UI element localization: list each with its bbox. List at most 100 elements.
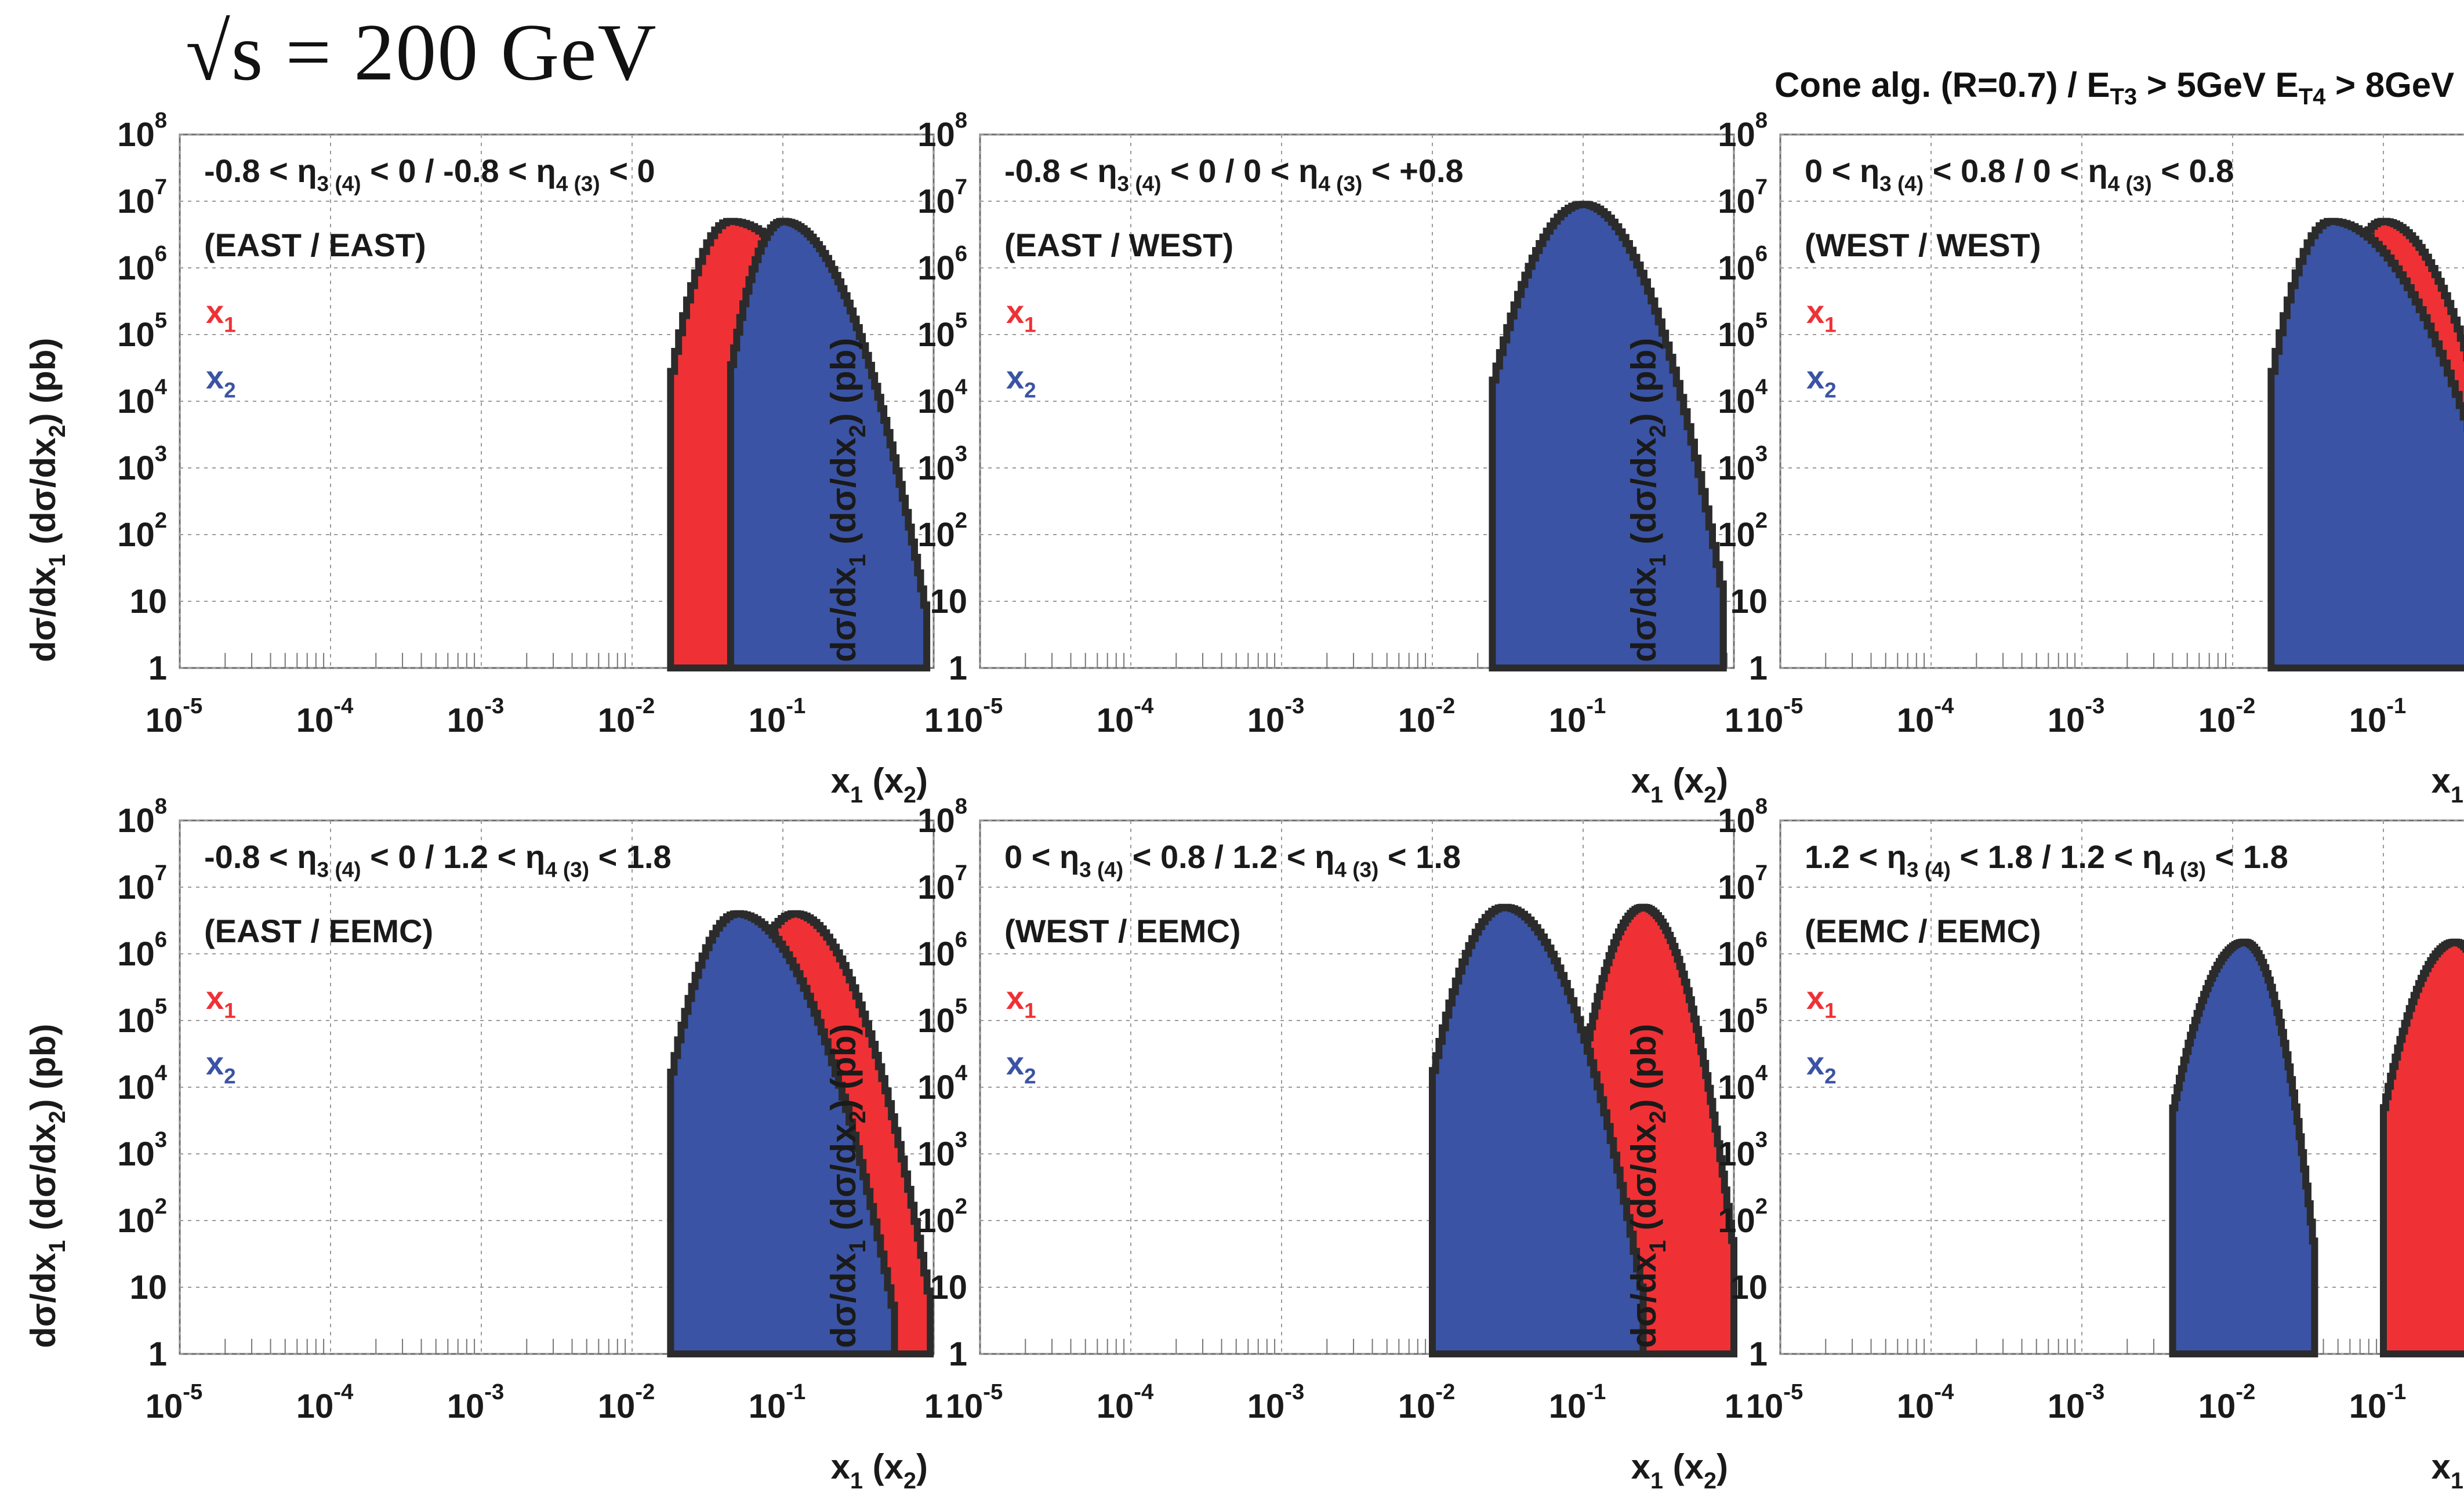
y-axis-title: dσ/dx1 (dσ/dx2) (pb) xyxy=(24,338,70,662)
y-tick-label: 107 xyxy=(1718,175,1768,220)
y-tick-label: 103 xyxy=(917,1127,967,1173)
y-tick-label: 107 xyxy=(917,860,967,906)
y-tick-label: 102 xyxy=(917,1194,967,1240)
x-tick-label: 10-5 xyxy=(1746,693,1803,739)
chart-panel-east-eemc: 1 10 102 103 104 105 106 107 108 10-5 10-4 10-3 10-2… xyxy=(24,794,943,1494)
et3-label: E xyxy=(2086,66,2110,104)
cut-label: -0.8 < η3 (4) < 0 / -0.8 < η4 (3) < 0 xyxy=(204,152,655,196)
y-tick-label: 106 xyxy=(917,927,967,973)
y-tick-label: 104 xyxy=(1718,1061,1768,1106)
energy-title-text: √s = 200 GeV xyxy=(186,8,658,97)
y-tick-label: 1 xyxy=(949,1335,967,1373)
x-tick-label: 10-3 xyxy=(2048,1379,2105,1425)
et4-sub: T4 xyxy=(2298,84,2326,110)
y-tick-label: 102 xyxy=(1718,1194,1768,1240)
x-tick-label: 10-3 xyxy=(447,693,505,739)
x-tick-label: 10-2 xyxy=(1398,693,1456,739)
y-tick-label: 1 xyxy=(148,649,167,687)
cut-label: 0 < η3 (4) < 0.8 / 1.2 < η4 (3) < 1.8 xyxy=(1004,838,1461,882)
x-tick-label: 10-1 xyxy=(1549,693,1606,739)
et3-cut: > 5GeV xyxy=(2137,66,2276,104)
y-tick-label: 103 xyxy=(117,1127,167,1173)
et4-cut: > 8GeV xyxy=(2325,66,2455,104)
x-tick-label: 10-3 xyxy=(1247,1379,1305,1425)
y-axis-title: dσ/dx1 (dσ/dx2) (pb) xyxy=(824,1024,870,1348)
y-tick-label: 107 xyxy=(1718,860,1768,906)
y-tick-label: 103 xyxy=(1718,441,1768,487)
legend-x2: x2 xyxy=(206,1045,236,1088)
y-tick-label: 102 xyxy=(117,508,167,554)
chart-panel-east-east: 1 10 102 103 104 105 106 107 108 10-5 10-4 10-3 10-2… xyxy=(24,108,943,808)
et3-sub: T3 xyxy=(2110,84,2138,110)
y-axis-title: dσ/dx1 (dσ/dx2) (pb) xyxy=(824,338,870,662)
chart-panel-west-eemc: 1 10 102 103 104 105 106 107 108 10-5 10-4 10-3 10-2… xyxy=(824,794,1743,1494)
y-tick-label: 1 xyxy=(949,649,967,687)
x-tick-label: 10-4 xyxy=(296,1379,354,1425)
cut-label: 0 < η3 (4) < 0.8 / 0 < η4 (3) < 0.8 xyxy=(1805,152,2234,196)
chart-panel-west-west: 1 10 102 103 104 105 106 107 108 10-5 10-4 10-3 10-2… xyxy=(1624,108,2464,808)
x-tick-label: 10-2 xyxy=(2198,693,2256,739)
y-tick-label: 105 xyxy=(1718,308,1768,354)
x-tick-label: 10-5 xyxy=(146,693,203,739)
y-tick-label: 104 xyxy=(917,375,968,420)
y-tick-label: 105 xyxy=(917,308,967,354)
histogram-x1 xyxy=(2380,938,2464,1357)
legend-x2: x2 xyxy=(1806,359,1837,402)
x-axis-title: x1 (x2) xyxy=(831,1447,928,1494)
y-tick-label: 103 xyxy=(1718,1127,1768,1173)
x-tick-label: 10-2 xyxy=(2198,1379,2256,1425)
x-tick-label: 10-2 xyxy=(598,693,655,739)
y-tick-label: 106 xyxy=(1718,241,1768,287)
cut-label: -0.8 < η3 (4) < 0 / 0 < η4 (3) < +0.8 xyxy=(1004,152,1464,196)
x-tick-label: 10-4 xyxy=(1897,693,1954,739)
energy-title: √s = 200 GeV xyxy=(186,6,658,99)
x-tick-label: 1 xyxy=(1725,702,1743,739)
x-tick-label: 10-1 xyxy=(2349,1379,2407,1425)
y-axis-title: dσ/dx1 (dσ/dx2) (pb) xyxy=(24,1024,70,1348)
y-tick-label: 108 xyxy=(117,108,167,154)
y-tick-label: 105 xyxy=(917,994,967,1040)
y-tick-label: 106 xyxy=(1718,927,1768,973)
x-tick-label: 10-2 xyxy=(1398,1379,1456,1425)
histogram-x2 xyxy=(2267,217,2464,671)
legend-x1: x1 xyxy=(1006,979,1036,1023)
x-tick-label: 1 xyxy=(1725,1388,1743,1425)
x-tick-label: 1 xyxy=(924,1388,943,1425)
y-tick-label: 1 xyxy=(1749,1335,1768,1373)
region-label: (EAST / EEMC) xyxy=(204,913,433,949)
legend-x1: x1 xyxy=(206,979,236,1023)
y-tick-label: 10 xyxy=(930,1269,967,1306)
y-tick-label: 107 xyxy=(917,175,967,220)
y-tick-label: 1 xyxy=(148,1335,167,1373)
histogram-x2 xyxy=(1489,201,1727,671)
y-tick-label: 104 xyxy=(117,1061,168,1106)
histogram-x2 xyxy=(727,217,931,671)
x-tick-label: 10-3 xyxy=(447,1379,505,1425)
legend-x2: x2 xyxy=(1006,359,1036,402)
histogram-x2 xyxy=(1429,903,1647,1357)
y-tick-label: 108 xyxy=(117,794,167,840)
x-tick-label: 10-4 xyxy=(1097,693,1154,739)
y-tick-label: 102 xyxy=(117,1194,167,1240)
x-tick-label: 10-2 xyxy=(598,1379,655,1425)
chart-panel-east-west: 1 10 102 103 104 105 106 107 108 10-5 10-4 10-3 10-2… xyxy=(824,108,1743,808)
histogram-x2 xyxy=(2169,938,2318,1357)
y-tick-label: 105 xyxy=(117,308,167,354)
y-tick-label: 1 xyxy=(1749,649,1768,687)
legend-x1: x1 xyxy=(1806,979,1837,1023)
cut-label: 1.2 < η3 (4) < 1.8 / 1.2 < η4 (3) < 1.8 xyxy=(1805,838,2288,882)
y-tick-label: 106 xyxy=(117,927,167,973)
cone-label: Cone alg. (R=0.7) / xyxy=(1774,66,2087,104)
y-tick-label: 10 xyxy=(930,583,967,620)
region-label: (EAST / WEST) xyxy=(1004,227,1233,263)
legend-x2: x2 xyxy=(206,359,236,402)
x-tick-label: 10-3 xyxy=(2048,693,2105,739)
legend-x2: x2 xyxy=(1806,1045,1837,1088)
y-tick-label: 107 xyxy=(117,860,167,906)
y-tick-label: 10 xyxy=(129,1269,167,1306)
x-axis-title: x1 (x2) xyxy=(2432,761,2464,808)
x-tick-label: 10-5 xyxy=(1746,1379,1803,1425)
y-tick-label: 107 xyxy=(117,175,167,220)
chart-panel-eemc-eemc: 1 10 102 103 104 105 106 107 108 10-5 10-4 10-3 10-2… xyxy=(1624,794,2464,1494)
